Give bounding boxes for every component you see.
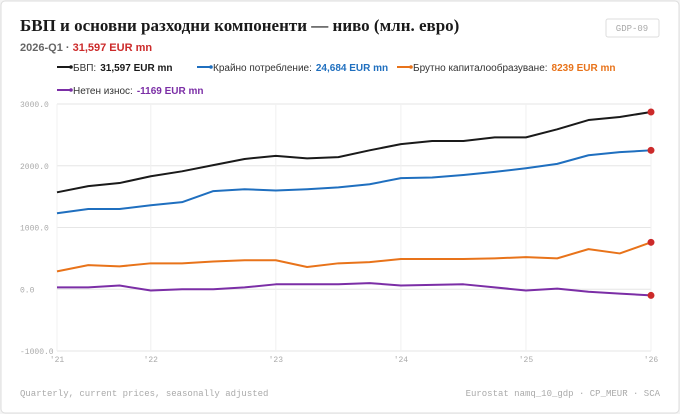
legend-value: 8239 EUR mn (552, 63, 616, 74)
source: Eurostat namq_10_gdp · CP_MEUR · SCA (466, 389, 661, 399)
x-tick-label: '23 (269, 356, 284, 365)
subtitle-value: 31,597 EUR mn (73, 42, 153, 54)
y-tick-label: -1000.0 (20, 348, 54, 357)
legend-entry: Брутно капиталообразуване: 8239 EUR mn (413, 62, 615, 74)
series-line (56, 111, 652, 194)
subtitle-period: 2026-Q1 · (20, 42, 70, 54)
x-tick-label: '25 (519, 356, 534, 365)
series-line (56, 241, 652, 273)
legend-swatch-dot (69, 65, 73, 69)
legend-entry: БВП: 31,597 EUR mn (73, 63, 172, 74)
x-tick-label: '21 (50, 356, 65, 365)
chart-title: БВП и основни разходни компоненти — ниво… (20, 16, 459, 35)
series-line (57, 282, 652, 297)
legend-value: 24,684 EUR mn (316, 63, 388, 74)
legend-value: -1169 EUR mn (137, 86, 204, 97)
y-tick-label: 3000.0 (20, 101, 49, 110)
x-tick-label: '24 (394, 356, 409, 365)
badge: GDP-09 (616, 24, 648, 34)
end-marker (647, 146, 655, 154)
legend-name: БВП: (73, 63, 96, 74)
x-tick-label: '22 (144, 356, 159, 365)
subtitle: 2026-Q1 · 31,597 EUR mn (20, 42, 152, 54)
legend-name: Крайно потребление: (213, 62, 312, 74)
legend-swatch-dot (409, 65, 413, 69)
end-marker (647, 108, 655, 116)
legend-name: Брутно капиталообразуване: (413, 62, 548, 74)
series-line (56, 149, 652, 215)
end-marker (647, 238, 655, 246)
y-tick-label: 1000.0 (20, 225, 49, 234)
footnote: Quarterly, current prices, seasonally ad… (20, 389, 268, 399)
badge-box (605, 18, 660, 38)
legend-entry: Нетен износ: -1169 EUR mn (73, 86, 204, 97)
legend-swatch-dot (69, 88, 73, 92)
plot: -1000.0 0.0 1000.0 2000.0 3000.0 '21 '22 '23 '24… (20, 101, 658, 365)
legend-value: 31,597 EUR mn (100, 63, 172, 74)
legend-name: Нетен износ: (73, 86, 133, 97)
legend-entry: Крайно потребление: 24,684 EUR mn (213, 62, 388, 74)
end-marker (647, 291, 655, 299)
x-tick-label: '26 (644, 356, 659, 365)
y-tick-label: 0.0 (20, 286, 35, 295)
y-tick-label: 2000.0 (20, 163, 49, 172)
legend-swatch-dot (209, 65, 213, 69)
